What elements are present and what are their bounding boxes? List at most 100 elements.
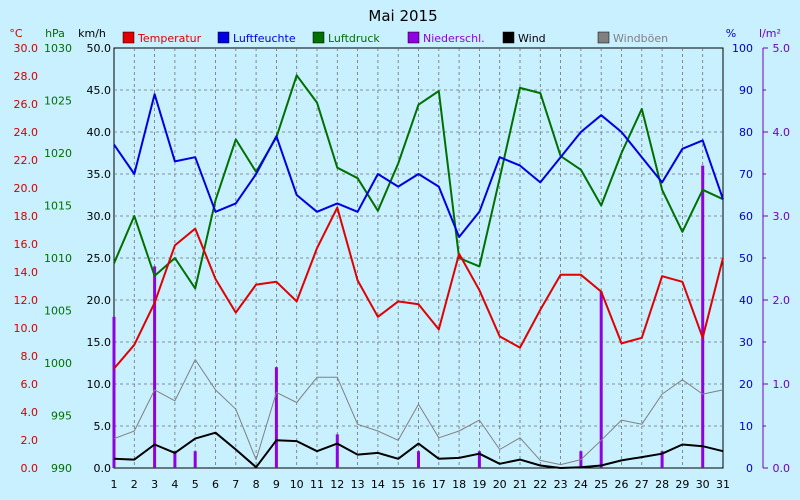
- humidity-tick-label: 50: [739, 252, 753, 265]
- x-tick-label: 17: [432, 478, 446, 491]
- x-tick-label: 12: [330, 478, 344, 491]
- rain-bar: [153, 266, 157, 468]
- rain-bar: [477, 451, 481, 468]
- temp-tick-label: 12.0: [14, 294, 39, 307]
- pressure-tick-label: 995: [51, 410, 72, 423]
- x-tick-label: 30: [696, 478, 710, 491]
- wind-tick-label: 15.0: [87, 336, 112, 349]
- pressure-tick-label: 1015: [44, 200, 72, 213]
- wind-tick-label: 0.0: [94, 462, 112, 475]
- pressure-tick-label: 1025: [44, 95, 72, 108]
- temp-tick-label: 4.0: [21, 406, 39, 419]
- x-tick-label: 20: [493, 478, 507, 491]
- wind-tick-label: 20.0: [87, 294, 112, 307]
- temp-tick-label: 10.0: [14, 322, 39, 335]
- rain-tick-label: 4.0: [773, 126, 791, 139]
- legend-label: Luftfeuchte: [233, 32, 296, 45]
- pressure-tick-label: 1030: [44, 42, 72, 55]
- rain-bar: [193, 451, 197, 468]
- legend-swatch: [407, 31, 420, 44]
- x-tick-label: 22: [533, 478, 547, 491]
- temp-tick-label: 6.0: [21, 378, 39, 391]
- x-tick-label: 15: [391, 478, 405, 491]
- temp-tick-label: 16.0: [14, 238, 39, 251]
- x-tick-label: 11: [310, 478, 324, 491]
- x-tick-label: 19: [472, 478, 486, 491]
- rain-tick-label: 3.0: [773, 210, 791, 223]
- x-tick-label: 31: [716, 478, 730, 491]
- humidity-tick-label: 10: [739, 420, 753, 433]
- legend-swatch: [122, 31, 135, 44]
- x-tick-label: 2: [131, 478, 138, 491]
- humidity-tick-label: 60: [739, 210, 753, 223]
- humidity-tick-label: 70: [739, 168, 753, 181]
- temp-tick-label: 2.0: [21, 434, 39, 447]
- series-line-windben: [113, 359, 724, 466]
- legend-label: Temperatur: [137, 32, 202, 45]
- x-tick-label: 21: [513, 478, 527, 491]
- series-line-luftfeuchte: [113, 93, 724, 238]
- temp-tick-label: 14.0: [14, 266, 39, 279]
- x-tick-label: 4: [171, 478, 178, 491]
- legend-swatch: [217, 31, 230, 44]
- wind-tick-label: 25.0: [87, 252, 112, 265]
- rain-bar: [335, 434, 339, 468]
- wind-tick-label: 30.0: [87, 210, 112, 223]
- series-line-luftdruck: [113, 74, 724, 290]
- temp-tick-label: 28.0: [14, 70, 39, 83]
- legend-label: Luftdruck: [328, 32, 380, 45]
- series-line-wind: [113, 431, 724, 469]
- x-tick-label: 23: [554, 478, 568, 491]
- series-lines: [113, 74, 724, 469]
- x-tick-label: 3: [151, 478, 158, 491]
- humidity-tick-label: 40: [739, 294, 753, 307]
- temp-tick-label: 20.0: [14, 182, 39, 195]
- rain-unit-label: l/m²: [759, 27, 781, 40]
- wind-tick-label: 5.0: [94, 420, 112, 433]
- wind-tick-label: 10.0: [87, 378, 112, 391]
- temp-tick-label: 24.0: [14, 126, 39, 139]
- series-line-temperatur: [113, 206, 724, 370]
- pressure-tick-label: 1020: [44, 147, 72, 160]
- x-tick-label: 9: [273, 478, 280, 491]
- chart-title: Mai 2015: [368, 7, 437, 25]
- humidity-tick-label: 20: [739, 378, 753, 391]
- x-tick-label: 18: [452, 478, 466, 491]
- temp-tick-label: 30.0: [14, 42, 39, 55]
- rain-tick-label: 2.0: [773, 294, 791, 307]
- rain-tick-label: 0.0: [773, 462, 791, 475]
- x-tick-label: 25: [594, 478, 608, 491]
- legend-label: Windböen: [613, 32, 668, 45]
- x-tick-label: 13: [351, 478, 365, 491]
- humidity-tick-label: 0: [746, 462, 753, 475]
- temp-tick-label: 8.0: [21, 350, 39, 363]
- wind-tick-label: 50.0: [87, 42, 112, 55]
- rain-bar: [112, 316, 116, 468]
- rain-bar: [701, 165, 705, 468]
- x-tick-label: 26: [615, 478, 629, 491]
- x-tick-label: 24: [574, 478, 588, 491]
- x-tick-label: 16: [412, 478, 426, 491]
- x-tick-label: 7: [232, 478, 239, 491]
- rain-bar: [599, 291, 603, 468]
- x-tick-label: 1: [111, 478, 118, 491]
- pressure-unit-label: hPa: [45, 27, 65, 40]
- axes: 0.02.04.06.08.010.012.014.016.018.020.02…: [14, 42, 791, 491]
- wind-tick-label: 35.0: [87, 168, 112, 181]
- x-tick-label: 6: [212, 478, 219, 491]
- rain-bar: [660, 451, 664, 468]
- humidity-tick-label: 90: [739, 84, 753, 97]
- x-tick-label: 10: [290, 478, 304, 491]
- rain-bar: [274, 367, 278, 468]
- legend: Temperatur Luftfeuchte Luftdruck Niederschl…: [122, 31, 668, 45]
- x-tick-label: 5: [192, 478, 199, 491]
- x-tick-label: 29: [675, 478, 689, 491]
- x-tick-label: 8: [253, 478, 260, 491]
- x-tick-label: 28: [655, 478, 669, 491]
- humidity-unit-label: %: [726, 27, 736, 40]
- legend-swatch: [502, 31, 515, 44]
- legend-label: Niederschl.: [423, 32, 485, 45]
- temp-tick-label: 18.0: [14, 210, 39, 223]
- rain-bar: [417, 451, 420, 468]
